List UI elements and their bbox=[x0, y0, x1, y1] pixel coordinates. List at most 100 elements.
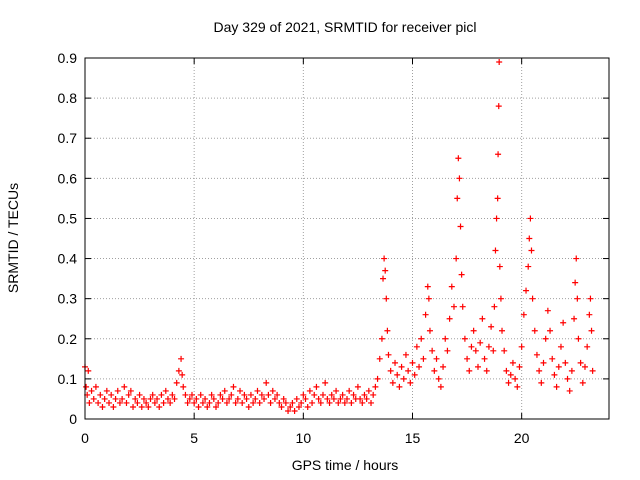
data-point bbox=[293, 395, 300, 402]
data-point bbox=[289, 399, 296, 406]
data-point bbox=[562, 359, 569, 366]
data-point bbox=[86, 399, 93, 406]
data-point bbox=[433, 355, 440, 362]
x-tick-label: 5 bbox=[190, 430, 198, 446]
data-point bbox=[527, 215, 534, 222]
data-point bbox=[464, 355, 471, 362]
data-point bbox=[125, 391, 132, 398]
data-point bbox=[488, 323, 495, 330]
data-point bbox=[265, 391, 272, 398]
data-point bbox=[518, 343, 525, 350]
y-tick-label: 0.1 bbox=[58, 371, 78, 387]
data-point bbox=[243, 395, 250, 402]
data-point bbox=[448, 283, 455, 290]
data-point bbox=[199, 399, 206, 406]
data-point bbox=[319, 391, 326, 398]
data-point bbox=[457, 223, 464, 230]
data-point bbox=[315, 395, 322, 402]
data-point bbox=[130, 403, 137, 410]
data-point bbox=[572, 279, 579, 286]
data-point bbox=[402, 351, 409, 358]
y-axis-label: SRMTID / TECUs bbox=[5, 183, 21, 293]
data-point bbox=[458, 271, 465, 278]
data-point bbox=[204, 403, 211, 410]
data-point bbox=[103, 387, 110, 394]
data-point bbox=[348, 399, 355, 406]
data-point bbox=[455, 155, 462, 162]
data-point bbox=[577, 359, 584, 366]
data-point bbox=[431, 367, 438, 374]
data-point bbox=[112, 395, 119, 402]
data-point bbox=[516, 363, 523, 370]
data-point bbox=[202, 395, 209, 402]
data-point bbox=[424, 283, 431, 290]
data-point bbox=[485, 343, 492, 350]
data-point bbox=[477, 339, 484, 346]
data-point bbox=[337, 395, 344, 402]
data-point bbox=[140, 395, 147, 402]
data-point bbox=[555, 363, 562, 370]
data-point bbox=[435, 375, 442, 382]
data-point bbox=[287, 403, 294, 410]
data-point bbox=[154, 395, 161, 402]
data-point bbox=[394, 371, 401, 378]
data-point bbox=[387, 367, 394, 374]
data-point bbox=[575, 335, 582, 342]
data-point bbox=[217, 391, 224, 398]
data-point bbox=[258, 391, 265, 398]
data-point bbox=[306, 387, 313, 394]
data-point bbox=[219, 395, 226, 402]
data-point bbox=[374, 375, 381, 382]
data-point bbox=[398, 363, 405, 370]
data-point bbox=[256, 399, 263, 406]
data-point bbox=[472, 347, 479, 354]
data-point bbox=[481, 355, 488, 362]
data-point bbox=[413, 343, 420, 350]
data-point bbox=[446, 315, 453, 322]
data-points bbox=[82, 59, 596, 414]
plot-frame bbox=[84, 57, 610, 420]
data-point bbox=[90, 395, 97, 402]
data-point bbox=[164, 395, 171, 402]
data-point bbox=[587, 295, 594, 302]
data-point bbox=[250, 399, 257, 406]
data-point bbox=[365, 387, 372, 394]
data-point bbox=[97, 391, 104, 398]
x-axis-label: GPS time / hours bbox=[292, 457, 399, 473]
data-point bbox=[123, 399, 130, 406]
data-point bbox=[149, 391, 156, 398]
data-point bbox=[309, 399, 316, 406]
axis-ticks: 0 0.1 0.2 0.3 0.4 0.5 0.6 0.7 0.8 0.9 0 5 10 15 20 bbox=[58, 50, 609, 446]
data-point bbox=[584, 343, 591, 350]
data-point bbox=[110, 403, 117, 410]
y-tick-label: 0.5 bbox=[58, 210, 78, 226]
data-point bbox=[376, 355, 383, 362]
data-point bbox=[490, 347, 497, 354]
data-point bbox=[169, 391, 176, 398]
data-point bbox=[363, 395, 370, 402]
data-point bbox=[495, 151, 502, 158]
data-point bbox=[276, 399, 283, 406]
data-point bbox=[392, 359, 399, 366]
data-point bbox=[499, 327, 506, 334]
data-point bbox=[274, 391, 281, 398]
data-point bbox=[389, 379, 396, 386]
data-point bbox=[213, 403, 219, 410]
data-point bbox=[285, 407, 292, 414]
data-point bbox=[162, 387, 169, 394]
data-point bbox=[134, 399, 141, 406]
data-point bbox=[381, 255, 388, 262]
data-point bbox=[138, 403, 145, 410]
data-point bbox=[85, 367, 92, 374]
data-point bbox=[99, 403, 106, 410]
y-tick-label: 0 bbox=[69, 411, 77, 427]
data-point bbox=[505, 379, 512, 386]
data-point bbox=[354, 383, 361, 390]
data-point bbox=[282, 399, 289, 406]
data-point bbox=[409, 359, 416, 366]
chart-title: Day 329 of 2021, SRMTID for receiver pic… bbox=[214, 19, 477, 35]
data-point bbox=[269, 387, 276, 394]
data-point bbox=[228, 391, 235, 398]
data-point bbox=[536, 367, 543, 374]
data-point bbox=[586, 311, 593, 318]
